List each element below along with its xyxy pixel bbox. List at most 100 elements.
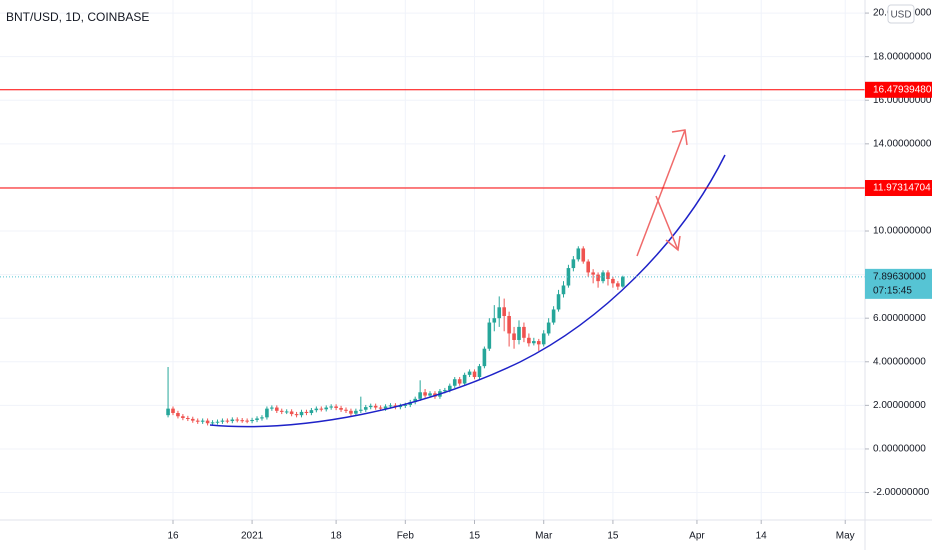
arrow-up-head: [671, 129, 688, 146]
trend-curve: [209, 154, 726, 428]
price-label: 11.97314704: [873, 183, 931, 194]
candle-body: [200, 420, 205, 422]
candle-body: [487, 322, 492, 349]
candle-body: [551, 309, 556, 323]
candle-body: [482, 348, 487, 367]
candle-body: [492, 318, 497, 323]
overlay: [0, 89, 865, 278]
candle-body: [299, 411, 304, 416]
candle-body: [235, 419, 240, 421]
candle-body: [448, 385, 452, 391]
candle-body: [616, 283, 620, 287]
candle-body: [354, 410, 358, 414]
candle-body: [181, 416, 185, 419]
arrow-down-head: [665, 235, 681, 252]
candle-body: [324, 407, 329, 410]
x-tick-label: Mar: [535, 531, 553, 542]
y-tick-label: 18.00000000: [873, 51, 932, 62]
candle-body: [566, 268, 571, 286]
candle-body: [532, 341, 536, 344]
y-tick-label: 2.00000000: [873, 400, 926, 411]
y-tick-label: 10.00000000: [873, 226, 932, 237]
candle-body: [576, 248, 581, 260]
candle-body: [502, 307, 506, 317]
candle-body: [245, 420, 249, 422]
candle-body: [536, 341, 541, 345]
candle-body: [240, 420, 244, 422]
candle-body: [339, 407, 343, 410]
candle-body: [403, 404, 408, 406]
candle-body: [472, 371, 477, 378]
candle-body: [507, 316, 511, 334]
x-tick-label: 16: [167, 531, 179, 542]
candle-body: [294, 414, 299, 416]
candle-body: [527, 337, 531, 344]
candle-body: [546, 322, 551, 334]
candle-body: [497, 307, 502, 319]
x-tick-label: 15: [607, 531, 619, 542]
candle-body: [586, 261, 590, 273]
y-tick-label: -2.00000000: [873, 487, 930, 498]
candle-body: [270, 407, 274, 409]
candle-body: [428, 393, 432, 396]
candle-body: [260, 417, 264, 419]
chart-title: BNT/USD, 1D, COINBASE: [6, 10, 149, 24]
candle-body: [304, 411, 309, 413]
candle-body: [250, 419, 254, 422]
candle-body: [265, 408, 269, 418]
candle-body: [344, 409, 348, 411]
x-tick-label: 15: [469, 531, 481, 542]
x-tick-label: Apr: [689, 531, 705, 542]
candle-body: [556, 294, 561, 310]
candle-body: [309, 410, 314, 413]
candle-body: [225, 420, 230, 422]
x-tick-label: 18: [331, 531, 343, 542]
candle-body: [195, 420, 200, 422]
grid: [0, 0, 865, 520]
candle-body: [205, 420, 210, 424]
candle-body: [418, 392, 422, 399]
y-tick-label: 0.00000000: [873, 444, 926, 455]
candle-body: [279, 410, 284, 412]
y-tick-label: 6.00000000: [873, 313, 926, 324]
candle-body: [210, 422, 215, 424]
candle-body: [596, 274, 600, 282]
candle-body: [571, 259, 576, 269]
candle-body: [591, 272, 595, 275]
candle-body: [166, 408, 170, 416]
candle-body: [373, 405, 378, 408]
candle-body: [512, 333, 516, 340]
last-price-box: [865, 268, 932, 299]
candle-body: [522, 326, 526, 338]
last-price-label: 7.89630000: [873, 272, 926, 283]
candle-body: [443, 390, 447, 392]
x-tick-label: Feb: [397, 531, 415, 542]
y-tick-label: 14.00000000: [873, 138, 932, 149]
arrow-down: [655, 195, 679, 251]
arrow-up: [636, 129, 686, 257]
candle-body: [413, 398, 417, 403]
currency-label[interactable]: USD: [890, 10, 911, 21]
candle-body: [334, 406, 338, 408]
candle-body: [349, 410, 353, 414]
candle-body: [477, 366, 482, 378]
x-tick-label: 2021: [241, 531, 264, 542]
candle-body: [452, 379, 457, 386]
axes: -2.00000000 0.00000000 2.00000000 4.0000000…: [167, 8, 932, 542]
candle-body: [363, 407, 368, 410]
price-label-box: [865, 81, 932, 98]
candle-body: [621, 276, 625, 287]
candle-body: [215, 421, 220, 423]
currency-badge[interactable]: [887, 4, 915, 24]
price-label-box: [865, 180, 932, 197]
y-tick-label: 16.00000000: [873, 95, 932, 106]
candle-body: [378, 407, 383, 409]
candle-body: [171, 408, 175, 413]
candle-body: [230, 419, 235, 422]
candle-body: [275, 407, 279, 411]
candle-body: [561, 285, 566, 295]
candle-body: [359, 409, 363, 411]
countdown-label: 07:15:45: [873, 286, 912, 297]
candle-body: [329, 406, 333, 408]
candle-body: [314, 408, 319, 411]
